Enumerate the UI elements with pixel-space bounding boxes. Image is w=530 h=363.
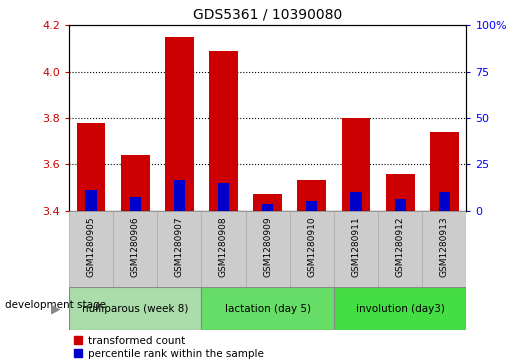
Title: GDS5361 / 10390080: GDS5361 / 10390080 [193, 8, 342, 21]
Bar [201, 211, 245, 287]
Text: ▶: ▶ [51, 302, 60, 315]
Text: involution (day3): involution (day3) [356, 303, 445, 314]
Text: GSM1280905: GSM1280905 [86, 217, 95, 277]
Bar [306, 201, 317, 211]
Bar [334, 211, 378, 287]
Bar [218, 183, 229, 211]
Bar [422, 211, 466, 287]
Bar [334, 287, 466, 330]
Bar [69, 287, 201, 330]
Bar [253, 194, 282, 211]
Bar [209, 51, 238, 211]
Bar [121, 155, 149, 211]
Legend: transformed count, percentile rank within the sample: transformed count, percentile rank withi… [74, 335, 263, 359]
Bar [350, 192, 361, 211]
Text: GSM1280906: GSM1280906 [131, 217, 139, 277]
Text: nulliparous (week 8): nulliparous (week 8) [82, 303, 188, 314]
Bar [430, 132, 458, 211]
Text: lactation (day 5): lactation (day 5) [225, 303, 311, 314]
Bar [395, 199, 405, 211]
Bar [165, 37, 193, 211]
Text: GSM1280909: GSM1280909 [263, 217, 272, 277]
Bar [201, 287, 334, 330]
Bar [85, 190, 96, 211]
Bar [245, 211, 290, 287]
Bar [157, 211, 201, 287]
Bar [290, 211, 334, 287]
Bar [130, 197, 140, 211]
Bar [77, 123, 105, 211]
Bar [342, 118, 370, 211]
Text: GSM1280910: GSM1280910 [307, 217, 316, 277]
Text: GSM1280913: GSM1280913 [440, 217, 449, 277]
Text: GSM1280912: GSM1280912 [396, 217, 404, 277]
Bar [262, 204, 273, 211]
Bar [113, 211, 157, 287]
Text: GSM1280908: GSM1280908 [219, 217, 228, 277]
Text: development stage: development stage [5, 300, 107, 310]
Bar [386, 174, 414, 211]
Text: GSM1280907: GSM1280907 [175, 217, 184, 277]
Bar [69, 211, 113, 287]
Bar [297, 180, 326, 211]
Bar [439, 192, 450, 211]
Bar [174, 180, 185, 211]
Text: GSM1280911: GSM1280911 [351, 217, 360, 277]
Bar [378, 211, 422, 287]
